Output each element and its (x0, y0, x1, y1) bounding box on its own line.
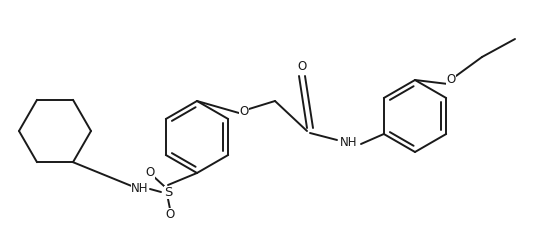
Text: O: O (240, 105, 248, 118)
Text: NH: NH (131, 183, 149, 195)
Text: O: O (446, 72, 456, 85)
Text: NH: NH (340, 135, 358, 148)
Text: O: O (297, 60, 306, 72)
Text: S: S (164, 186, 172, 198)
Text: O: O (145, 166, 155, 179)
Text: O: O (165, 207, 175, 221)
